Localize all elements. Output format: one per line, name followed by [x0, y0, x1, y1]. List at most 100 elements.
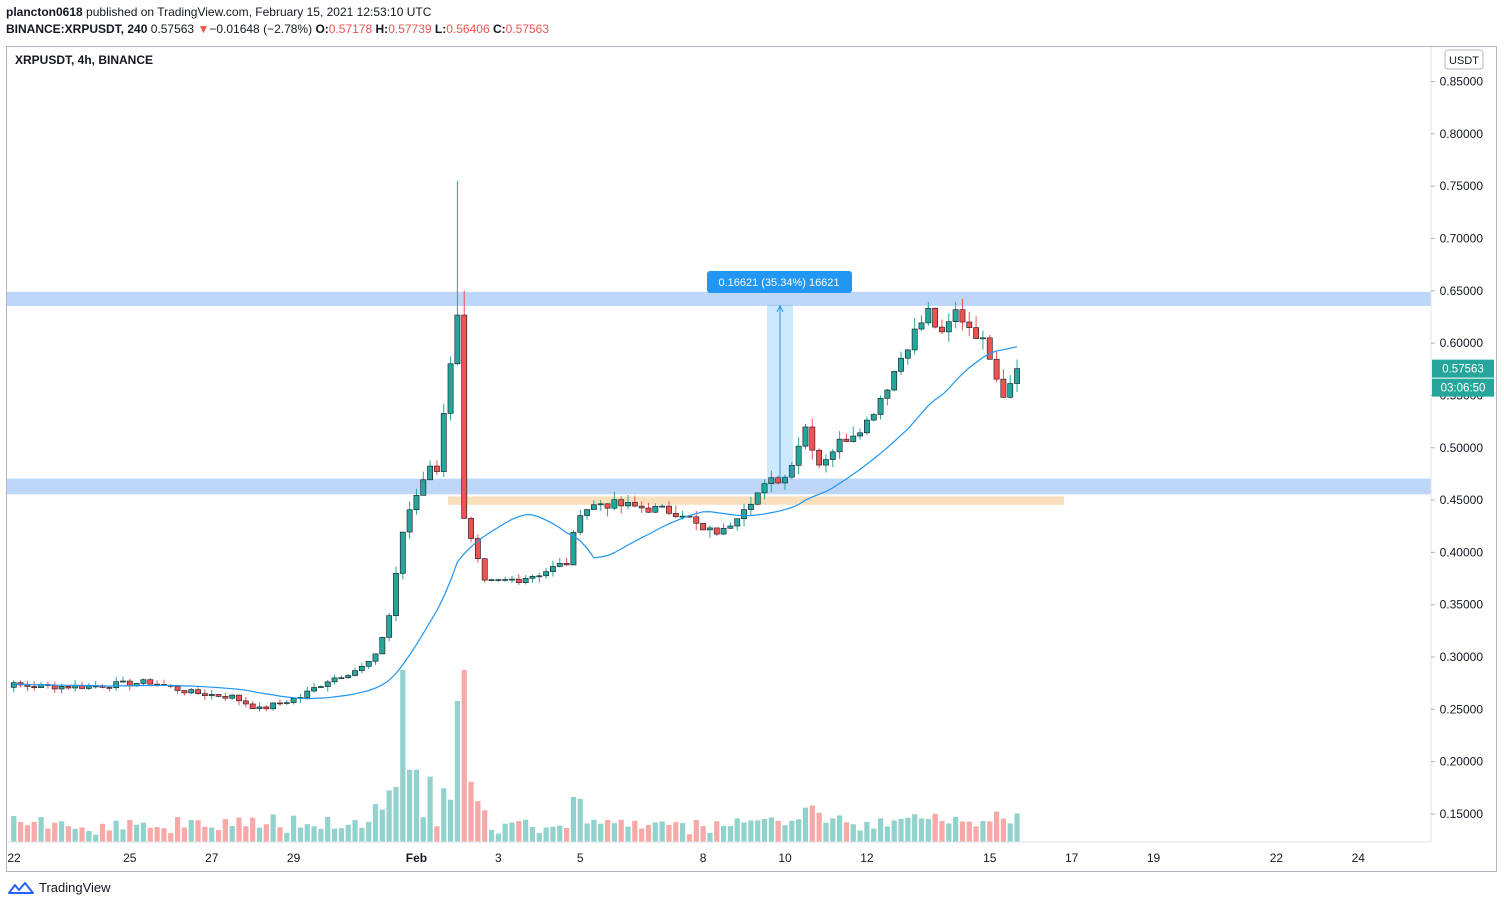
- volume-bar: [516, 821, 522, 842]
- candle-body: [277, 702, 283, 705]
- close-label: C:: [492, 22, 506, 36]
- open-value: 0.57178: [328, 22, 373, 36]
- volume-bar: [482, 810, 488, 842]
- volume-bar: [181, 827, 187, 842]
- volume-bar: [816, 812, 822, 842]
- volume-bar: [236, 817, 242, 842]
- candle-body: [966, 321, 973, 328]
- y-tick-label: 0.85000: [1440, 75, 1484, 89]
- candle-body: [584, 509, 590, 516]
- volume-bar: [775, 821, 781, 842]
- x-tick-label: 19: [1147, 851, 1161, 865]
- volume-bar: [864, 821, 870, 842]
- candle-body: [904, 349, 911, 359]
- volume-bar: [277, 827, 283, 842]
- volume-bar: [24, 825, 31, 842]
- candle-body: [440, 413, 447, 472]
- candle-body: [106, 687, 113, 689]
- candle-body: [877, 398, 884, 415]
- volume-bar: [973, 826, 979, 842]
- candle-body: [993, 358, 1000, 380]
- candle-body: [358, 665, 365, 671]
- chart-panel[interactable]: [6, 46, 1497, 872]
- volume-bar: [366, 821, 372, 842]
- candle-body: [242, 700, 249, 705]
- tradingview-logo-icon: [8, 881, 34, 894]
- candle-body: [399, 531, 406, 574]
- volume-bar: [639, 828, 645, 842]
- candle-body: [338, 677, 345, 680]
- volume-bar: [523, 819, 529, 842]
- volume-bar: [407, 769, 413, 842]
- volume-bar: [912, 814, 918, 842]
- candle-body: [406, 509, 413, 533]
- y-tick-label: 0.35000: [1440, 598, 1484, 612]
- volume-bar: [461, 670, 467, 842]
- candle-body: [666, 505, 672, 514]
- y-tick-label: 0.45000: [1440, 493, 1484, 507]
- candle-body: [870, 414, 877, 421]
- candle-body: [570, 532, 577, 566]
- measure-label-box: [707, 271, 852, 293]
- zone-resistance: [7, 291, 1431, 306]
- candle-body: [604, 503, 611, 509]
- volume-bar: [127, 819, 133, 842]
- volume-bar: [1007, 823, 1013, 842]
- candle-body: [836, 438, 843, 453]
- volume-bar: [802, 807, 809, 842]
- symbol: BINANCE:XRPUSDT, 240: [6, 22, 148, 36]
- x-tick-label: 8: [700, 851, 707, 865]
- last-price-label: 0.57563: [1442, 364, 1484, 376]
- candle-body: [652, 506, 659, 513]
- volume-bar: [311, 826, 317, 842]
- y-tick-label: 0.60000: [1440, 336, 1484, 350]
- x-tick-label: 3: [495, 851, 502, 865]
- candle-body: [420, 479, 427, 496]
- volume-bar: [720, 825, 727, 842]
- low-value: 0.56406: [446, 22, 490, 36]
- volume-bar: [52, 822, 58, 842]
- candle-body: [147, 679, 154, 685]
- candle-body: [809, 426, 816, 451]
- volume-bar: [611, 823, 617, 842]
- candle-body: [932, 307, 939, 328]
- volume-bar: [693, 819, 699, 842]
- candle-body: [843, 438, 850, 442]
- volume-bar: [714, 821, 720, 842]
- candle-body: [898, 357, 904, 372]
- candle-body: [51, 685, 58, 690]
- volume-bar: [174, 817, 181, 842]
- volume-bar: [263, 824, 269, 842]
- candle-body: [1000, 378, 1007, 398]
- candle-body: [85, 685, 92, 689]
- candle-body: [481, 558, 488, 581]
- candle-body: [113, 681, 120, 689]
- candle-body: [741, 509, 747, 519]
- candle-body: [413, 495, 420, 511]
- volume-bar: [256, 827, 263, 842]
- candle-body: [229, 694, 236, 699]
- volume-bar: [905, 817, 911, 842]
- candle-body: [980, 337, 986, 340]
- candle-body: [536, 575, 543, 578]
- volume-bar: [884, 826, 890, 842]
- volume-bar: [72, 828, 78, 842]
- volume-bar: [543, 827, 549, 842]
- volume-bar: [843, 822, 850, 842]
- candle-body: [324, 681, 331, 687]
- candle-body: [911, 328, 918, 351]
- volume-bar: [837, 815, 843, 842]
- candle-body: [352, 670, 358, 676]
- candle-body: [304, 690, 311, 698]
- candle-body: [393, 573, 399, 616]
- y-tick-label: 0.65000: [1440, 284, 1484, 298]
- volume-bar: [65, 826, 71, 842]
- candle-body: [795, 445, 802, 466]
- volume-bar: [229, 825, 235, 842]
- footer-brand[interactable]: TradingView: [8, 880, 111, 895]
- x-tick-label: 24: [1352, 851, 1366, 865]
- volume-bar: [666, 825, 672, 842]
- volume-bar: [809, 805, 815, 842]
- volume-bar: [188, 820, 194, 842]
